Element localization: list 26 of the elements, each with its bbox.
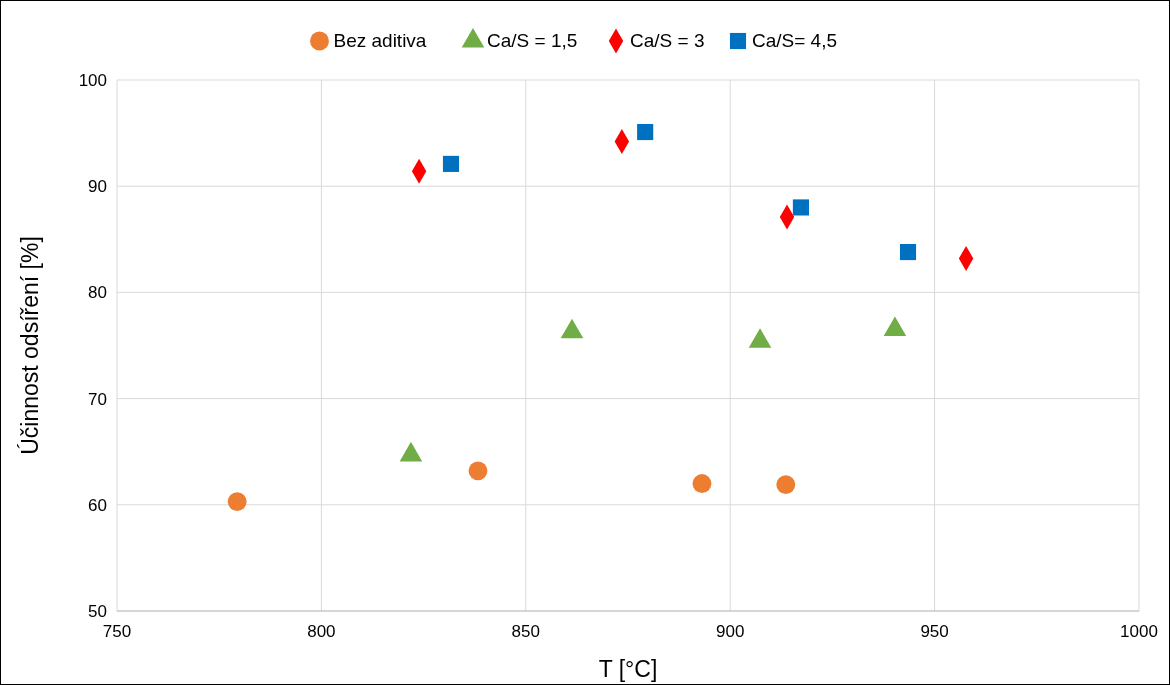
point [442, 155, 460, 172]
x-tick-label: 750 [102, 622, 132, 641]
point [899, 243, 917, 261]
y-tick-label: 70 [88, 389, 107, 409]
x-axis-title: T [°C] [598, 656, 658, 682]
x-tick-label: 800 [307, 622, 336, 641]
x-tick-label: 900 [716, 622, 745, 641]
legend-label: Bez aditiva [333, 30, 427, 51]
y-tick-label: 50 [88, 602, 107, 621]
point [227, 492, 247, 512]
point [637, 123, 654, 141]
x-tick-label: 950 [920, 622, 949, 641]
legend-label: Ca/S = 3 [630, 30, 705, 51]
legend-label: Ca/S = 1,5 [487, 30, 578, 51]
y-tick-label: 60 [88, 495, 107, 515]
x-tick-label: 850 [511, 622, 540, 641]
y-tick-label: 90 [88, 177, 107, 197]
y-tick-label: 100 [78, 71, 107, 90]
legend-label: Ca/S= 4,5 [752, 30, 838, 51]
point [776, 475, 796, 495]
point [792, 199, 809, 216]
x-tick-label: 1000 [1120, 622, 1158, 641]
y-axis-title: Účinnost odsíření [%] [17, 236, 43, 455]
point [468, 461, 488, 481]
y-tick-label: 80 [88, 283, 107, 303]
point [692, 474, 712, 493]
